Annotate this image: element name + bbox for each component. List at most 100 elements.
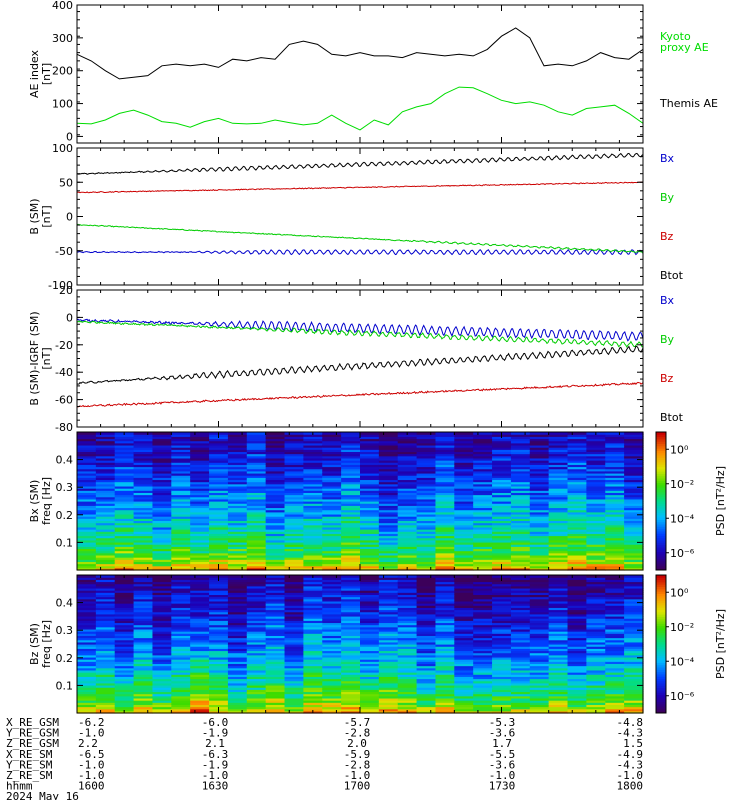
spectrogram-cell (341, 697, 361, 701)
spectrogram-cell (190, 522, 210, 526)
spectrogram-cell (341, 689, 361, 693)
spectrogram-cell (454, 447, 474, 450)
spectrogram-cell (360, 503, 380, 506)
spectrogram-cell (529, 498, 550, 502)
spectrogram-cell (341, 590, 361, 593)
spectrogram-cell (360, 590, 380, 593)
spectrogram-cell (492, 702, 512, 705)
spectrogram-cell (227, 605, 248, 608)
spectrogram-cell (171, 520, 191, 524)
spectrogram-cell (624, 550, 644, 554)
spectrogram-cell (529, 509, 550, 513)
spectrogram-cell (152, 531, 172, 534)
spectrogram-cell (171, 537, 191, 541)
spectrogram-cell (416, 687, 437, 690)
spectrogram-cell (303, 477, 323, 481)
spectrogram-cell (529, 462, 550, 465)
spectrogram-cell (246, 641, 267, 645)
spectrogram-cell (492, 646, 512, 649)
colorbar-segment (656, 577, 666, 581)
spectrogram-cell (322, 503, 342, 506)
spectrogram-cell (492, 700, 512, 703)
spectrogram-cell (586, 639, 606, 643)
spectrogram-cell (586, 633, 606, 636)
spectrogram-cell (227, 503, 248, 506)
spectrogram-cell (227, 620, 248, 624)
spectrogram-cell (114, 513, 135, 517)
spectrogram-cell (265, 488, 286, 491)
spectrogram-cell (227, 544, 248, 547)
spectrogram-cell (77, 708, 97, 712)
spectrogram-cell (548, 535, 569, 539)
colorbar-segment (656, 540, 666, 543)
colorbar-tick-label: 10⁰ (670, 586, 689, 599)
spectrogram-cell (227, 689, 248, 693)
spectrogram-cell (378, 444, 399, 448)
spectrogram-cell (114, 479, 135, 483)
spectrogram-cell (133, 622, 154, 626)
spectrogram-cell (567, 663, 587, 667)
spectrogram-cell (114, 669, 135, 673)
spectrogram-cell (454, 697, 474, 701)
spectrogram-cell (473, 492, 493, 496)
spectrogram-cell (95, 650, 116, 654)
spectrogram-cell (492, 691, 512, 695)
spectrogram-cell (284, 596, 304, 600)
spectrogram-cell (586, 554, 606, 558)
spectrogram-cell (190, 641, 210, 645)
colorbar-segment (656, 680, 666, 684)
spectrogram-cell (284, 550, 304, 554)
spectrogram-cell (284, 531, 304, 534)
spectrogram-cell (246, 470, 267, 474)
colorbar-segment (656, 678, 666, 682)
spectrogram-cell (492, 592, 512, 596)
spectrogram-cell (360, 462, 380, 465)
spectrogram-cell (397, 438, 418, 442)
spectrogram-cell (227, 488, 248, 491)
spectrogram-cell (567, 563, 587, 567)
spectrogram-cell (416, 524, 437, 528)
spectrogram-cell (435, 436, 455, 440)
spectrogram-cell (454, 440, 474, 444)
spectrogram-cell (341, 567, 361, 571)
spectrogram-cell (209, 503, 229, 506)
spectrogram-cell (567, 481, 587, 485)
spectrogram-cell (284, 511, 304, 515)
spectrogram-cell (77, 537, 97, 541)
spectrogram-cell (548, 615, 569, 619)
spectrogram-cell (624, 581, 644, 585)
spectrogram-cell (284, 600, 304, 604)
spectrogram-cell (473, 641, 493, 645)
spectrogram-cell (114, 622, 135, 626)
spectrogram-cell (586, 620, 606, 624)
spectrogram-cell (605, 577, 625, 580)
spectrogram-cell (95, 449, 116, 453)
spectrogram-cell (378, 633, 399, 636)
spectrogram-cell (473, 704, 493, 708)
spectrogram-cell (209, 687, 229, 690)
spectrogram-cell (284, 466, 304, 470)
spectrogram-cell (152, 706, 172, 710)
spectrogram-cell (397, 674, 418, 677)
spectrogram-cell (303, 631, 323, 634)
spectrogram-cell (454, 451, 474, 455)
spectrogram-cell (492, 609, 512, 613)
spectrogram-cell (190, 457, 210, 461)
spectrogram-cell (152, 575, 172, 578)
spectrogram-cell (341, 603, 361, 606)
spectrogram-cell (190, 682, 210, 686)
spectrogram-cell (152, 615, 172, 619)
spectrogram-cell (114, 704, 135, 708)
spectrogram-cell (322, 607, 342, 611)
spectrogram-cell (190, 567, 210, 571)
spectrogram-cell (492, 596, 512, 600)
spectrogram-cell (454, 563, 474, 567)
spectrogram-cell (586, 442, 606, 446)
spectrogram-cell (510, 680, 531, 684)
spectrogram-cell (492, 509, 512, 513)
spectrogram-cell (529, 518, 550, 522)
spectrogram-cell (586, 693, 606, 697)
spectrogram-cell (303, 552, 323, 556)
spectrogram-cell (473, 520, 493, 524)
